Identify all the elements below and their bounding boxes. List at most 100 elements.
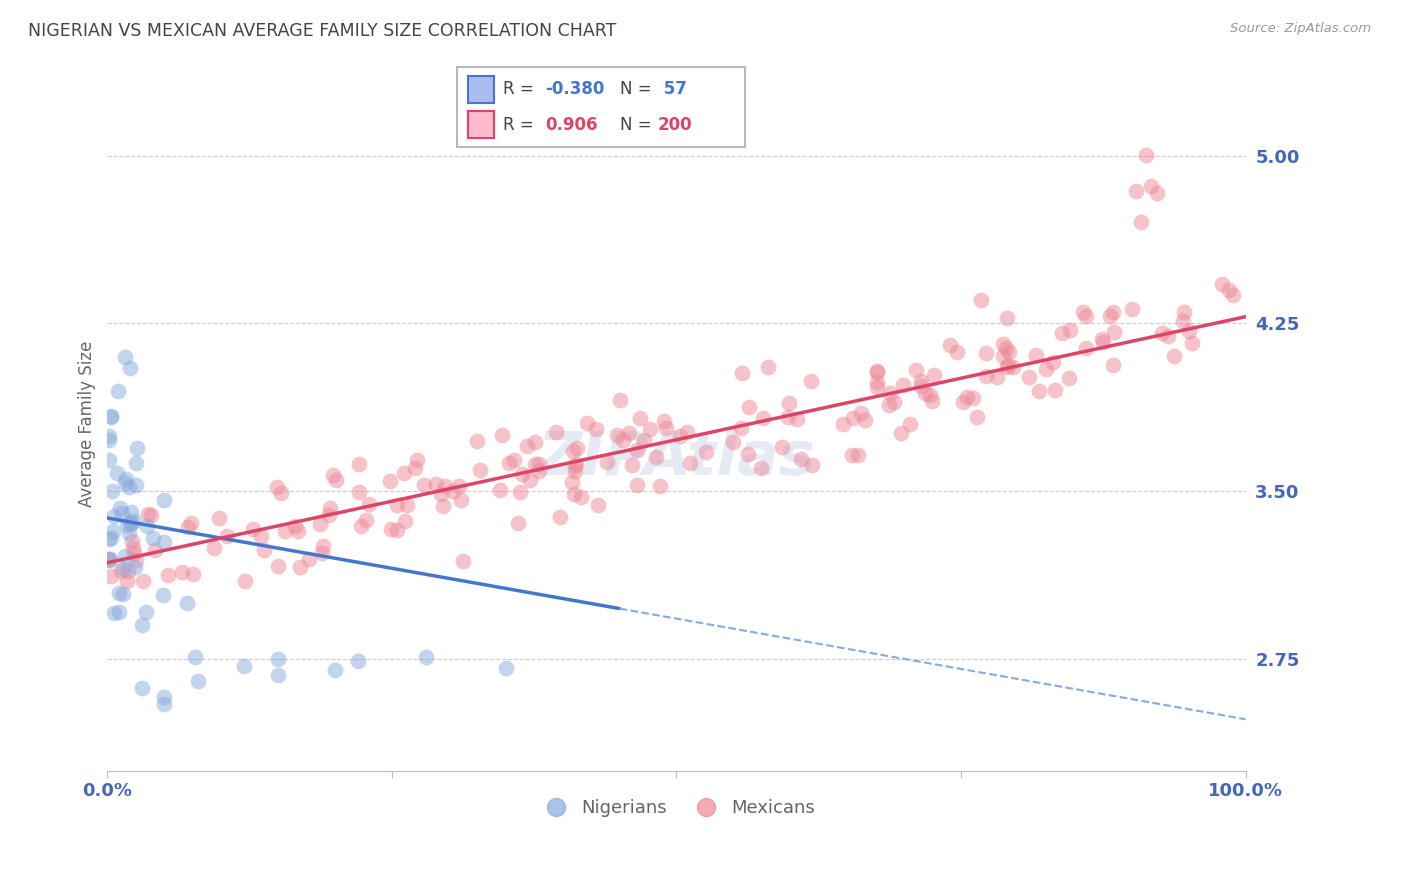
Point: [184, 649, 207, 664]
Point: [107, 384, 129, 398]
Point: [569, 490, 592, 504]
Point: [395, 498, 418, 512]
Point: [430, 487, 453, 501]
Text: -0.380: -0.380: [546, 80, 605, 98]
Point: [349, 457, 371, 471]
Point: [311, 546, 333, 560]
Point: [434, 479, 457, 493]
Point: [143, 543, 166, 558]
Point: [404, 460, 426, 475]
Text: NIGERIAN VS MEXICAN AVERAGE FAMILY SIZE CORRELATION CHART: NIGERIAN VS MEXICAN AVERAGE FAMILY SIZE …: [28, 22, 616, 40]
Point: [98, 553, 121, 567]
Point: [100, 409, 122, 423]
Point: [312, 539, 335, 553]
Point: [564, 457, 586, 471]
Point: [1074, 309, 1097, 323]
Point: [447, 478, 470, 492]
Point: [415, 649, 437, 664]
Point: [97, 429, 120, 443]
Point: [588, 498, 610, 512]
Point: [723, 434, 745, 449]
Point: [267, 558, 290, 573]
Point: [103, 606, 125, 620]
Point: [136, 508, 159, 522]
Point: [509, 485, 531, 500]
Point: [655, 421, 678, 435]
Point: [730, 421, 752, 435]
Point: [756, 359, 779, 374]
Point: [995, 341, 1018, 355]
Point: [346, 654, 368, 668]
Point: [176, 596, 198, 610]
Point: [564, 465, 586, 479]
Point: [378, 475, 401, 489]
Point: [1102, 358, 1125, 372]
Point: [491, 428, 513, 442]
Point: [124, 560, 146, 574]
Text: N =: N =: [620, 80, 657, 98]
Point: [111, 560, 134, 574]
Point: [510, 467, 533, 481]
Point: [157, 568, 180, 582]
Point: [991, 337, 1014, 351]
Point: [955, 390, 977, 404]
Point: [187, 674, 209, 689]
Point: [287, 524, 309, 538]
Point: [325, 473, 347, 487]
Text: 200: 200: [658, 116, 693, 134]
Point: [323, 663, 346, 677]
Point: [749, 461, 772, 475]
Point: [120, 505, 142, 519]
Point: [142, 532, 165, 546]
Point: [866, 365, 889, 379]
Point: [548, 510, 571, 524]
Point: [118, 526, 141, 541]
Point: [100, 483, 122, 498]
Point: [114, 350, 136, 364]
Point: [904, 363, 927, 377]
Point: [385, 523, 408, 537]
Point: [737, 400, 759, 414]
Point: [97, 453, 120, 467]
Point: [100, 410, 122, 425]
Point: [1042, 355, 1064, 369]
Point: [495, 661, 517, 675]
Point: [1073, 305, 1095, 319]
Point: [997, 358, 1019, 372]
Point: [606, 428, 628, 442]
Point: [131, 618, 153, 632]
Point: [596, 455, 619, 469]
Point: [105, 466, 128, 480]
Text: N =: N =: [620, 116, 657, 134]
Point: [125, 442, 148, 456]
Point: [1057, 370, 1080, 384]
Point: [412, 478, 434, 492]
Point: [502, 453, 524, 467]
Point: [98, 551, 121, 566]
Point: [786, 412, 808, 426]
Point: [267, 667, 290, 681]
Text: Source: ZipAtlas.com: Source: ZipAtlas.com: [1230, 22, 1371, 36]
Point: [172, 566, 194, 580]
Point: [986, 370, 1008, 384]
Point: [1125, 184, 1147, 198]
Point: [204, 541, 226, 555]
Point: [103, 524, 125, 538]
Point: [319, 501, 342, 516]
Point: [652, 414, 675, 428]
Point: [110, 564, 132, 578]
Point: [120, 517, 142, 532]
Point: [562, 444, 585, 458]
Point: [153, 534, 176, 549]
Point: [180, 516, 202, 531]
Point: [153, 690, 176, 704]
Point: [1035, 362, 1057, 376]
Point: [136, 519, 159, 533]
Point: [565, 441, 588, 455]
Point: [1181, 335, 1204, 350]
Point: [900, 417, 922, 432]
Point: [498, 456, 520, 470]
Point: [250, 529, 273, 543]
Point: [952, 394, 974, 409]
Point: [1059, 323, 1081, 337]
